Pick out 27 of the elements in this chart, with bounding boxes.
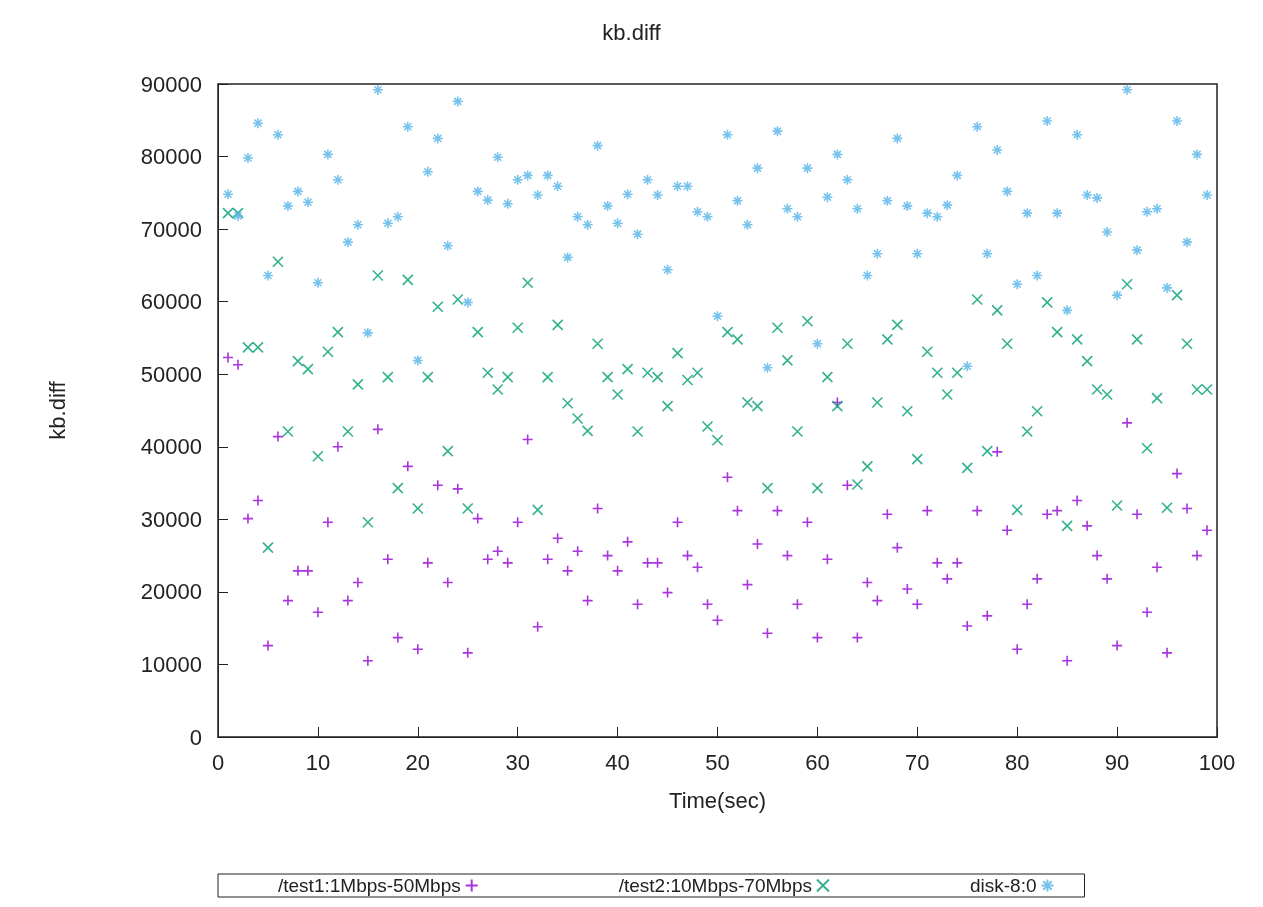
x-tick-label: 90 — [1104, 749, 1130, 775]
y-tick-label: 50000 — [140, 361, 202, 387]
x-tick-label: 20 — [405, 749, 431, 775]
chart-title: kb.diff — [602, 19, 662, 45]
y-tick-label: 20000 — [140, 579, 202, 605]
legend-label: /test2:10Mbps-70Mbps — [618, 875, 812, 896]
y-tick-label: 30000 — [140, 506, 202, 532]
y-axis-title: kb.diff — [44, 380, 70, 440]
x-tick-label: 0 — [211, 749, 225, 775]
y-tick-label: 10000 — [140, 651, 202, 677]
y-tick-label: 60000 — [140, 289, 202, 315]
x-tick-label: 100 — [1198, 749, 1236, 775]
y-tick-label: 70000 — [140, 216, 202, 242]
y-tick-label: 40000 — [140, 434, 202, 460]
x-tick-label: 50 — [705, 749, 730, 775]
x-tick-label: 80 — [1004, 749, 1030, 775]
y-tick-label: 80000 — [140, 144, 202, 170]
x-tick-label: 10 — [305, 749, 331, 775]
y-tick-label: 0 — [189, 724, 202, 750]
x-tick-label: 40 — [605, 749, 630, 775]
x-tick-label: 60 — [805, 749, 830, 775]
x-tick-label: 30 — [505, 749, 530, 775]
y-tick-label: 90000 — [140, 71, 202, 97]
x-tick-label: 70 — [905, 749, 930, 775]
x-axis-title: Time(sec) — [669, 787, 766, 813]
legend-label: /test1:1Mbps-50Mbps — [278, 875, 461, 896]
legend-label: disk-8:0 — [969, 875, 1037, 896]
